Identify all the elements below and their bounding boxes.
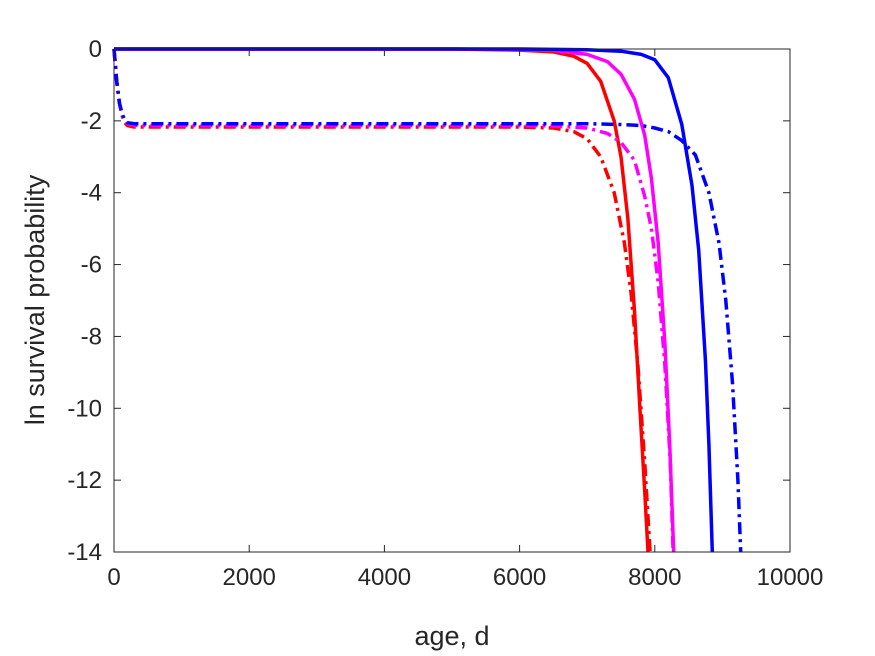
x-tick-label: 2000: [223, 564, 276, 591]
y-tick-label: -2: [81, 108, 102, 135]
x-tick-label: 10000: [757, 564, 824, 591]
y-tick-label: -4: [81, 180, 102, 207]
plot-area: [114, 49, 790, 552]
x-tick-label: 0: [107, 564, 120, 591]
y-tick-label: -6: [81, 252, 102, 279]
y-axis-title: ln survival probability: [20, 174, 50, 425]
y-tick-label: -10: [67, 395, 102, 422]
y-tick-label: -14: [67, 539, 102, 566]
x-tick-label: 4000: [358, 564, 411, 591]
x-tick-label: 8000: [628, 564, 681, 591]
series-line-6: [112, 48, 743, 553]
y-tick-label: -12: [67, 467, 102, 494]
tick-layer: 0 2000 4000 6000 8000 10000 0 -2 -4 -6 -8 -10 -12 -14: [67, 36, 823, 591]
series-line-5: [112, 48, 675, 553]
plot-frame: [113, 48, 791, 553]
y-tick-label: -8: [81, 323, 102, 350]
y-tick-label: 0: [89, 36, 102, 63]
x-axis-title: age, d: [414, 621, 489, 651]
x-tick-label: 6000: [493, 564, 546, 591]
